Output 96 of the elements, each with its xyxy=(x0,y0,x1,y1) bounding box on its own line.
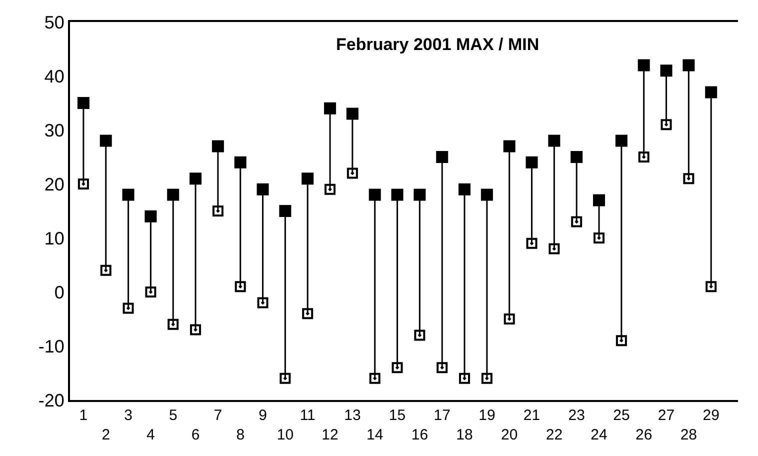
x-tick-label: 17 xyxy=(434,407,450,424)
point xyxy=(256,183,269,196)
point xyxy=(616,335,627,346)
point xyxy=(548,134,560,147)
point xyxy=(638,152,650,162)
point xyxy=(234,281,246,292)
point xyxy=(526,238,538,249)
point xyxy=(436,362,448,374)
point xyxy=(346,168,358,179)
point xyxy=(302,308,314,320)
text: February 2001 MAX / MIN xyxy=(336,35,540,54)
point xyxy=(458,183,471,196)
point xyxy=(660,64,672,77)
point xyxy=(414,188,426,201)
x-tick-label: 8 xyxy=(236,426,245,444)
point xyxy=(660,119,672,130)
point xyxy=(234,156,246,168)
point xyxy=(504,314,515,324)
x-tick-label: 7 xyxy=(214,407,222,424)
x-tick-label: 3 xyxy=(124,407,132,424)
x-tick-label: 23 xyxy=(568,407,585,424)
x-tick-label: 6 xyxy=(191,426,200,444)
x-tick-label: 18 xyxy=(456,426,473,444)
x-tick-label: 26 xyxy=(636,426,652,444)
point xyxy=(212,206,224,216)
x-tick-label: 10 xyxy=(276,426,294,444)
point xyxy=(392,362,403,374)
y-tick-label: 20 xyxy=(44,174,64,194)
x-tick-label: 24 xyxy=(590,426,608,444)
point xyxy=(503,140,516,152)
point xyxy=(145,286,156,298)
x-tick-label: 22 xyxy=(546,426,563,444)
point xyxy=(414,330,426,341)
point xyxy=(571,216,582,228)
point xyxy=(122,302,134,314)
point xyxy=(78,178,89,190)
point xyxy=(100,264,112,276)
x-tick-label: 28 xyxy=(680,426,698,444)
point xyxy=(168,318,179,330)
y-tick-label: 40 xyxy=(44,66,64,86)
point xyxy=(594,232,605,244)
x-tick-label: 4 xyxy=(146,426,155,444)
point xyxy=(683,173,694,184)
x-tick-label: 5 xyxy=(168,407,178,424)
point xyxy=(369,372,380,384)
point xyxy=(302,172,314,185)
point xyxy=(144,210,157,222)
point xyxy=(638,59,650,72)
point xyxy=(368,188,381,201)
point xyxy=(279,205,292,217)
x-tick-label: 1 xyxy=(79,407,88,424)
point xyxy=(706,281,717,292)
x-tick-label: 27 xyxy=(658,407,675,424)
x-tick-label: 29 xyxy=(702,407,720,424)
x-tick-label: 25 xyxy=(613,407,630,424)
point xyxy=(324,102,336,114)
point xyxy=(346,108,358,120)
point xyxy=(100,134,112,147)
y-tick-label: 50 xyxy=(44,12,64,32)
x-tick-label: 19 xyxy=(478,407,496,424)
x-tick-label: 16 xyxy=(411,426,428,444)
point xyxy=(280,372,291,384)
y-tick-label: -20 xyxy=(38,390,64,410)
point xyxy=(526,156,538,168)
point xyxy=(436,151,448,163)
x-tick-label: 15 xyxy=(388,407,406,424)
point xyxy=(593,194,606,206)
x-tick-label: 20 xyxy=(501,426,518,444)
point xyxy=(257,297,268,308)
x-tick-label: 21 xyxy=(523,407,540,424)
x-tick-label: 12 xyxy=(322,426,338,444)
point xyxy=(190,324,202,336)
x-tick-label: 2 xyxy=(102,426,110,444)
point xyxy=(682,59,695,72)
y-tick-label: 0 xyxy=(54,282,64,302)
point xyxy=(324,184,336,195)
y-tick-label: -10 xyxy=(38,336,64,356)
x-tick-label: 14 xyxy=(366,426,384,444)
point xyxy=(77,97,90,109)
point xyxy=(459,372,470,384)
x-tick-label: 13 xyxy=(344,407,361,424)
point xyxy=(481,372,492,384)
x-tick-label: 9 xyxy=(258,407,267,424)
y-tick-label: 10 xyxy=(44,228,64,248)
point xyxy=(212,140,224,152)
point xyxy=(391,188,404,201)
point xyxy=(570,151,583,163)
point xyxy=(122,188,134,201)
x-tick-label: 11 xyxy=(300,407,316,424)
point xyxy=(190,172,202,185)
y-tick-label: 30 xyxy=(44,120,64,140)
point xyxy=(548,243,560,254)
point xyxy=(615,134,628,147)
point xyxy=(480,188,493,201)
point xyxy=(705,86,718,98)
point xyxy=(167,188,180,201)
